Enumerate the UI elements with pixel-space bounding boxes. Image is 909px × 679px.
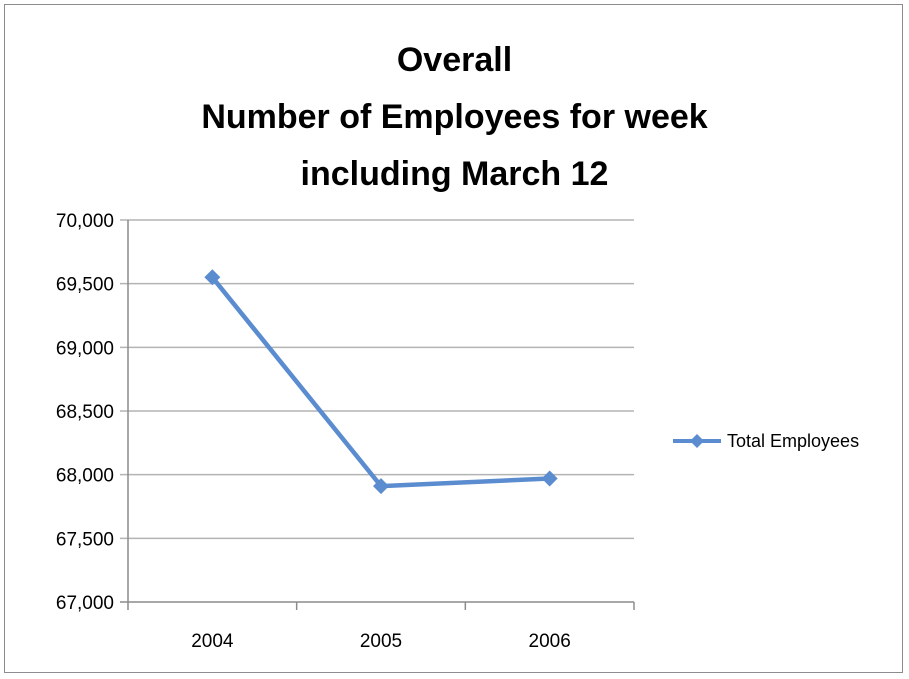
legend: Total Employees (673, 431, 859, 451)
data-point-marker (373, 478, 389, 495)
y-tick-label: 67,500 (56, 529, 114, 550)
y-tick-label: 70,000 (56, 211, 114, 232)
chart-title-line-2: Number of Employees for week (201, 98, 708, 136)
data-point-marker (541, 470, 558, 487)
y-tick-label: 69,000 (56, 338, 114, 359)
data-point-marker (204, 269, 221, 286)
y-tick-label: 67,000 (56, 593, 114, 614)
chart-title: Overall Number of Employees for week inc… (0, 32, 909, 203)
chart-frame (4, 4, 903, 673)
axes (127, 220, 635, 610)
y-tick-label: 69,500 (56, 275, 114, 296)
x-tick-label: 2004 (191, 631, 234, 652)
x-tick-label: 2005 (360, 631, 402, 652)
tick-labels: 70,000 69,500 69,000 68,500 68,000 67,500 67,0… (56, 211, 571, 652)
y-tick-label: 68,000 (56, 466, 114, 487)
legend-marker-swatch (690, 434, 704, 448)
y-tick-label: 68,500 (56, 402, 114, 423)
chart-title-line-1: Overall (396, 41, 513, 79)
chart-title-line-3: including March 12 (300, 155, 609, 193)
legend-label: Total Employees (727, 431, 859, 451)
series-line (210, 275, 550, 489)
x-tick-label: 2006 (529, 631, 571, 652)
gridlines (120, 219, 634, 603)
series-total-employees (204, 269, 558, 495)
